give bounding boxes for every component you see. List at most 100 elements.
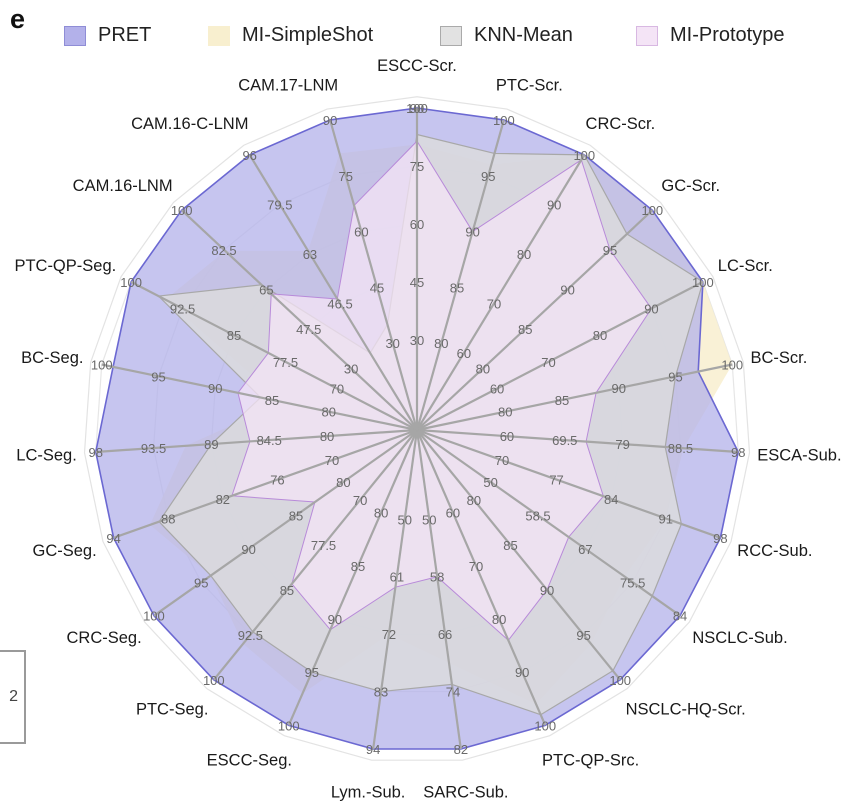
cropped-panel-text: 2 [9, 688, 18, 705]
axis-spoke [248, 154, 418, 431]
axis-spoke [416, 429, 622, 681]
tick-label: 60 [490, 382, 504, 397]
tick-label: 82 [216, 492, 230, 507]
legend-swatch-knn-mean [440, 25, 462, 46]
axis-label: RCC-Sub. [737, 542, 812, 560]
tick-label: 74 [446, 685, 460, 700]
axis-spoke [416, 209, 654, 431]
tick-label: 100 [609, 673, 631, 688]
tick-label: 90 [323, 113, 337, 128]
legend-swatch-mi-simpleshot [208, 25, 230, 46]
tick-label: 94 [106, 531, 120, 546]
axis-label: BC-Scr. [751, 349, 808, 367]
tick-label: 89 [204, 437, 218, 452]
tick-label: 90 [465, 225, 479, 240]
tick-label: 100 [573, 148, 595, 163]
legend-item-pret[interactable]: PRET [64, 24, 151, 47]
tick-label: 67 [578, 542, 592, 557]
tick-label: 90 [540, 583, 554, 598]
axis-spoke [180, 209, 418, 431]
tick-label: 80 [336, 475, 350, 490]
legend-label: PRET [98, 24, 152, 46]
tick-label: 70 [495, 453, 509, 468]
tick-label: 77 [549, 473, 563, 488]
tick-label: 88.5 [668, 441, 693, 456]
tick-label: 50 [397, 512, 411, 527]
tick-label: 80 [320, 429, 334, 444]
axis-spoke [416, 429, 681, 617]
tick-label: 95 [576, 628, 590, 643]
legend-label: MI-Prototype [670, 24, 785, 46]
tick-label: 85 [518, 322, 532, 337]
axis-spoke [212, 429, 418, 681]
legend-item-knn-mean[interactable]: KNN-Mean [440, 24, 573, 47]
tick-label: 100 [493, 113, 515, 128]
tick-label: 84.5 [257, 433, 282, 448]
tick-label: 95 [305, 665, 319, 680]
tick-label: 98 [89, 445, 103, 460]
tick-label: 95 [151, 369, 165, 384]
tick-label: 70 [353, 493, 367, 508]
axis-spoke [101, 363, 418, 432]
axis-label: GC-Seg. [33, 542, 97, 560]
tick-label: 63 [303, 247, 317, 262]
tick-label: 69.5 [552, 433, 577, 448]
axis-spoke [415, 119, 505, 431]
axis-spoke [329, 119, 419, 431]
legend-swatch-pret [64, 25, 86, 46]
tick-label: 85 [351, 559, 365, 574]
axis-spoke [416, 363, 733, 432]
tick-label: 70 [541, 355, 555, 370]
axis-spoke [287, 429, 419, 726]
tick-label: 100 [641, 203, 663, 218]
tick-label: 100 [721, 357, 743, 372]
tick-label: 80 [374, 506, 388, 521]
axis-label: LC-Seg. [16, 447, 77, 465]
axis-label: GC-Scr. [661, 177, 720, 195]
legend-item-mi-simpleshot[interactable]: MI-SimpleShot [208, 24, 373, 47]
tick-label: 80 [492, 612, 506, 627]
tick-label: 85 [289, 508, 303, 523]
tick-label: 45 [410, 275, 424, 290]
tick-label: 100 [278, 718, 300, 733]
spokes [95, 108, 739, 750]
axis-label: CAM.16-C-LNM [131, 115, 248, 133]
axis-spoke [416, 280, 704, 431]
tick-label: 76 [270, 473, 284, 488]
tick-label: 85 [503, 538, 517, 553]
tick-label: 100 [143, 609, 165, 624]
tick-label: 90 [547, 197, 561, 212]
axis-label: PTC-Seg. [136, 701, 208, 719]
tick-label: 90 [241, 542, 255, 557]
tick-label: 30 [410, 333, 424, 348]
legend-label: KNN-Mean [474, 24, 573, 46]
tick-label: 85 [280, 583, 294, 598]
tick-label: 82 [454, 742, 468, 757]
legend-item-mi-prototype[interactable]: MI-Prototype [636, 24, 784, 47]
tick-label: 46.5 [327, 296, 352, 311]
axis-label: CAM.17-LNM [238, 76, 338, 94]
tick-label: 66 [438, 627, 452, 642]
tick-label: 85 [265, 393, 279, 408]
tick-label: 90 [410, 101, 424, 116]
axis-label: ESCA-Sub. [757, 447, 841, 465]
tick-label: 91 [659, 511, 673, 526]
tick-label: 75.5 [620, 575, 645, 590]
tick-label: 90 [328, 612, 342, 627]
tick-label: 93.5 [141, 441, 166, 456]
tick-label: 98 [713, 531, 727, 546]
tick-label: 80 [517, 247, 531, 262]
tick-label: 80 [434, 336, 448, 351]
tick-label: 90 [515, 665, 529, 680]
axis-label: PTC-QP-Seg. [14, 257, 116, 275]
tick-label: 95 [603, 243, 617, 258]
tick-label: 84 [604, 492, 618, 507]
tick-label: 80 [593, 328, 607, 343]
tick-label: 90 [208, 381, 222, 396]
tick-label: 77.5 [311, 538, 336, 553]
axis-label: NSCLC-Sub. [692, 629, 787, 647]
tick-label: 77.5 [273, 355, 298, 370]
axis-spoke [95, 428, 418, 454]
legend: PRET MI-SimpleShot KNN-Mean MI-Prototype [64, 24, 854, 50]
